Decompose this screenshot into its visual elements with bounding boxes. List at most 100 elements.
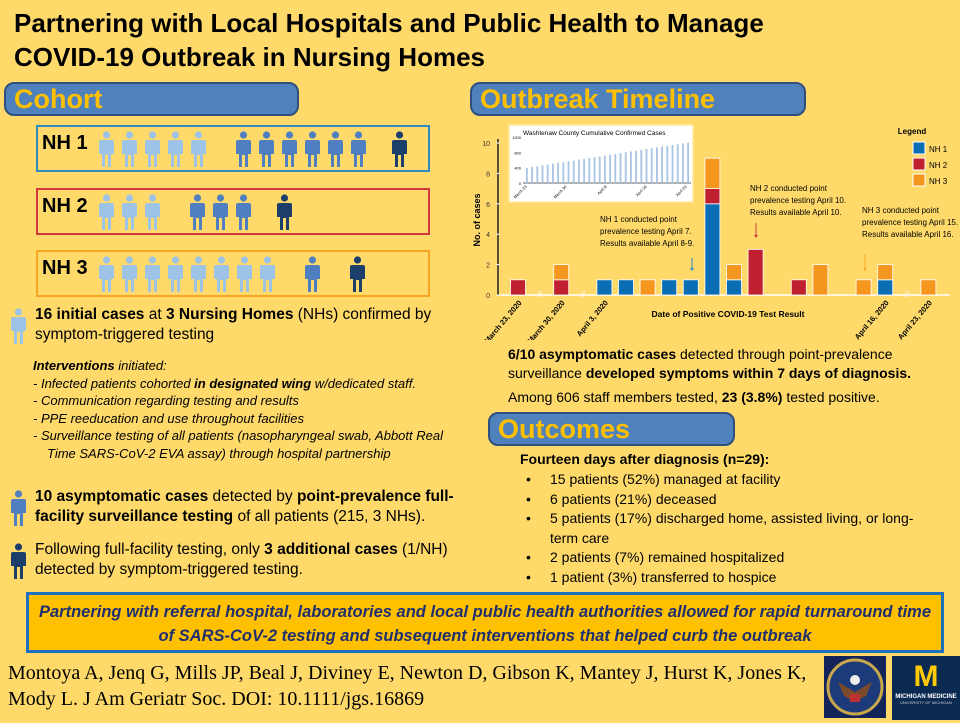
interventions: Interventions initiated: - Infected pati… (33, 357, 463, 462)
person-icon-initial (99, 193, 114, 230)
bar-nh-1 (726, 279, 742, 296)
bar-nh-2 (747, 248, 764, 296)
inset-bar (588, 158, 591, 183)
inset-bar (624, 152, 627, 183)
inset-bar (562, 162, 565, 183)
bar-nh-3 (812, 264, 829, 296)
inset-bar (583, 158, 585, 183)
bar-nh-3 (877, 264, 894, 281)
bar-nh-3 (726, 264, 742, 281)
annotation: NH 1 conducted point prevalence testing A… (600, 215, 694, 248)
person-icon-initial (122, 130, 137, 167)
inset-bar (536, 166, 539, 183)
page-title: Partnering with Local Hospitals and Publ… (14, 8, 764, 72)
annotation-arrowhead (690, 268, 694, 271)
x-tick-label: March 30, 2020 (526, 299, 567, 340)
legend-label: NH 3 (929, 177, 948, 186)
inset-bar (604, 155, 606, 183)
inset-bar (567, 161, 570, 183)
inset-bar (526, 167, 528, 183)
annotation-arrowhead (863, 268, 867, 271)
citation: Montoya A, Jenq G, Mills JP, Beal J, Div… (8, 662, 807, 710)
person-icon-initial (260, 255, 275, 292)
bar-nh-3 (855, 279, 872, 296)
inset-bar (645, 149, 648, 183)
staff-text: Among 606 staff members tested, 23 (3.8%… (508, 389, 880, 405)
y-tick-label: 10 (482, 141, 490, 148)
person-icon-initial (122, 193, 137, 230)
nh-box: NH 1 (36, 125, 430, 172)
nh-box: NH 3 (36, 250, 430, 297)
bar-nh-1 (704, 203, 721, 296)
legend-label: NH 2 (929, 161, 948, 170)
person-icon-initial (145, 193, 160, 230)
inset-bar (541, 165, 544, 183)
michigan-medicine-logo: M MICHIGAN MEDICINE UNIVERSITY OF MICHIG… (892, 656, 960, 720)
bar-nh-1 (618, 279, 634, 296)
person-icon-initial (145, 130, 160, 167)
x-tick-label: April 23, 2020 (896, 299, 934, 340)
nh-label: NH 3 (42, 257, 88, 279)
legend-swatch (912, 173, 926, 187)
person-icon-asymptomatic (190, 193, 205, 230)
nh-box: NH 2 (36, 188, 430, 235)
person-icon-asymptomatic (259, 130, 274, 167)
person-icon-initial (168, 130, 183, 167)
y-axis-label: No. of cases (472, 193, 482, 246)
inset-bar (666, 145, 669, 183)
bar-nh-2 (510, 279, 526, 296)
person-icon-asymptomatic (236, 130, 251, 167)
legend-swatch (912, 157, 926, 171)
interventions-heading: Interventions initiated: (33, 358, 167, 373)
person-icon-asymptomatic (328, 130, 343, 167)
inset-bar (687, 142, 689, 183)
person-icon-asymptomatic (305, 255, 320, 292)
person-icon-light (11, 308, 26, 344)
outcome-item: 1 patient (3%) transferred to hospice (520, 568, 920, 588)
nh-label: NH 1 (42, 132, 88, 154)
outcomes-heading: Fourteen days after diagnosis (n=29): (520, 451, 770, 467)
inset-y-tick: 800 (514, 150, 521, 155)
outcome-item: 5 patients (17%) discharged home, assist… (520, 509, 920, 548)
person-icon-initial (191, 255, 206, 292)
person-icon-initial (237, 255, 252, 292)
bar-nh-3 (639, 279, 656, 296)
y-tick-label: 4 (486, 232, 490, 239)
bar-nh-2 (704, 188, 721, 205)
axis-break: // (537, 290, 542, 299)
inset-bar (671, 144, 674, 183)
outcome-item: 15 patients (52%) managed at facility (520, 470, 920, 490)
y-tick-label: 2 (486, 263, 490, 270)
inset-bar (656, 147, 658, 183)
axis-break: // (905, 290, 910, 299)
bar-nh-1 (596, 279, 613, 296)
inset-bar (635, 150, 637, 183)
inset-bar (531, 167, 533, 183)
annotation: NH 2 conducted point prevalence testing A… (750, 184, 846, 217)
outbreak-chart: 0 2 4 6 8 10 No. of cases Date of Positive COVI… (472, 124, 958, 340)
inset-bar (546, 164, 549, 183)
outcomes-header: Outcomes (488, 412, 735, 446)
legend-swatch (912, 141, 926, 155)
inset-bar (682, 143, 684, 183)
legend-label: NH 1 (929, 145, 948, 154)
person-icon-asymptomatic (213, 193, 228, 230)
person-icon-asymptomatic (351, 130, 366, 167)
inset-y-tick: 400 (514, 166, 521, 171)
nh-label: NH 2 (42, 195, 88, 217)
inset-bar (578, 159, 580, 183)
timeline-header: Outbreak Timeline (470, 82, 806, 116)
symptoms-text: 6/10 asymptomatic cases detected through… (508, 346, 912, 381)
initial-cases-text: 16 initial cases at 3 Nursing Homes (NHs… (35, 306, 432, 343)
legend-title: Legend (898, 127, 927, 136)
inset-bar (598, 156, 601, 183)
person-icon-medium (11, 490, 26, 526)
inset-bar (650, 148, 653, 183)
person-icon-initial (214, 255, 229, 292)
person-icon-initial (99, 255, 114, 292)
inset-bar (593, 157, 596, 183)
person-icon-asymptomatic (236, 193, 251, 230)
inset-bar (630, 151, 632, 183)
inset-bar (619, 153, 622, 183)
inset-title: Washtenaw County Cumulative Confirmed Ca… (523, 130, 666, 137)
